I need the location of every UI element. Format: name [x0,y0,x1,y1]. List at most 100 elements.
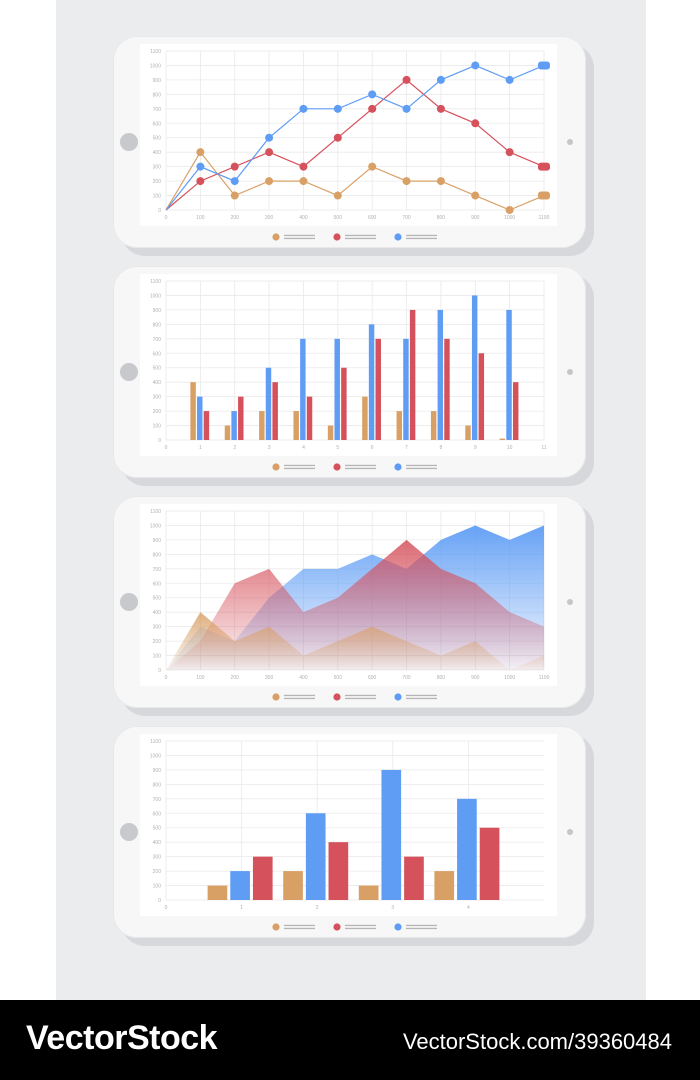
x-tick-label: 11 [541,445,546,451]
data-point [230,162,239,171]
x-tick-label: 400 [299,215,308,221]
x-tick-label: 10 [507,445,513,451]
x-tick-label: 8 [440,445,443,451]
y-tick-label: 1100 [150,279,161,285]
x-tick-label: 3 [268,445,271,451]
y-tick-label: 0 [158,438,161,444]
y-tick-label: 1100 [150,509,161,515]
home-button-icon [120,823,138,841]
bar [259,411,265,440]
legend-label-line [345,467,376,470]
x-tick-label: 1100 [539,675,550,681]
bar [238,396,244,440]
legend-dot-icon [333,233,341,241]
y-tick-label: 800 [153,782,162,788]
bar [403,338,409,440]
legend-dot-icon [394,233,402,241]
tablet-grouped-bar-chart: 0 100 200 300 400 500 600 700 800 900 1000 1100 0 1 2 3… [113,726,594,946]
bar [224,425,231,440]
y-tick-label: 1100 [150,49,161,55]
bar [328,842,349,900]
legend-dot-icon [394,463,402,471]
tablet-screen: 0 100 200 300 400 500 600 700 800 900 1000 1100 0 1 2 3… [140,734,557,943]
legend [272,923,437,931]
bar [499,438,506,440]
bar [197,396,203,440]
end-marker [538,191,550,200]
legend-label-line [284,467,315,470]
bar [265,367,272,440]
bar [327,425,334,440]
bar [375,338,381,440]
bar [444,338,450,440]
bar [341,367,347,440]
x-tick-label: 300 [265,675,274,681]
bar [409,309,416,440]
home-button-icon [120,593,138,611]
x-tick-label: 0 [165,445,168,451]
data-point [333,133,342,142]
x-tick-label: 2 [316,905,319,911]
x-tick-label: 3 [391,905,394,911]
legend-label-line [284,924,315,927]
y-tick-label: 1000 [150,523,161,529]
legend-dot-icon [394,923,402,931]
bar [306,396,313,440]
bar [368,324,375,440]
x-tick-label: 4 [302,445,305,451]
bar [230,871,250,900]
y-tick-label: 500 [153,826,162,832]
legend-dot-icon [394,693,402,701]
legend [272,463,437,471]
y-tick-label: 400 [153,150,162,156]
bar [252,856,273,900]
legend-label-line [406,924,437,927]
data-point [505,75,514,84]
y-tick-label: 200 [153,869,162,875]
legend-dot-icon [333,923,341,931]
x-tick-label: 500 [334,675,343,681]
data-point [333,104,342,113]
y-tick-label: 0 [158,668,161,674]
bar [506,309,512,440]
data-point [505,206,514,214]
bar [358,885,379,900]
data-point [402,177,411,186]
x-tick-label: 400 [299,675,308,681]
bar [207,885,228,900]
x-tick-label: 0 [165,215,168,221]
data-point [299,177,308,186]
x-tick-label: 300 [265,215,274,221]
data-point [333,191,342,200]
x-tick-label: 600 [368,215,377,221]
grouped-bar-chart: 0 100 200 300 400 500 600 700 800 900 1000 1100 0 1 2 3… [140,734,557,931]
y-tick-label: 100 [153,654,162,660]
x-tick-label: 700 [402,215,411,221]
x-tick-label: 5 [336,445,339,451]
bar [190,382,196,440]
x-tick-label: 4 [467,905,470,911]
tablet-screen: 0 100 200 300 400 500 600 700 800 900 1000 1100 0 100… [140,44,557,253]
bar [430,411,437,440]
bar [434,871,455,900]
end-marker [538,162,550,171]
x-tick-label: 0 [165,905,168,911]
bar [283,871,303,900]
legend-label-line [406,697,437,700]
data-point [265,177,274,186]
data-point [471,61,480,70]
x-tick-label: 800 [437,675,446,681]
legend-label-line [406,464,437,467]
data-point [230,177,239,186]
legend-dot-icon [272,463,280,471]
y-tick-label: 900 [153,768,162,774]
x-tick-label: 200 [231,215,240,221]
y-tick-label: 400 [153,380,162,386]
y-tick-label: 600 [153,811,162,817]
y-tick-label: 700 [153,107,162,113]
bar [396,411,403,440]
stock-image-id: VectorStock.com/39360484 [402,1029,672,1054]
bar [381,769,402,900]
y-tick-label: 600 [153,581,162,587]
legend-dot-icon [272,233,280,241]
